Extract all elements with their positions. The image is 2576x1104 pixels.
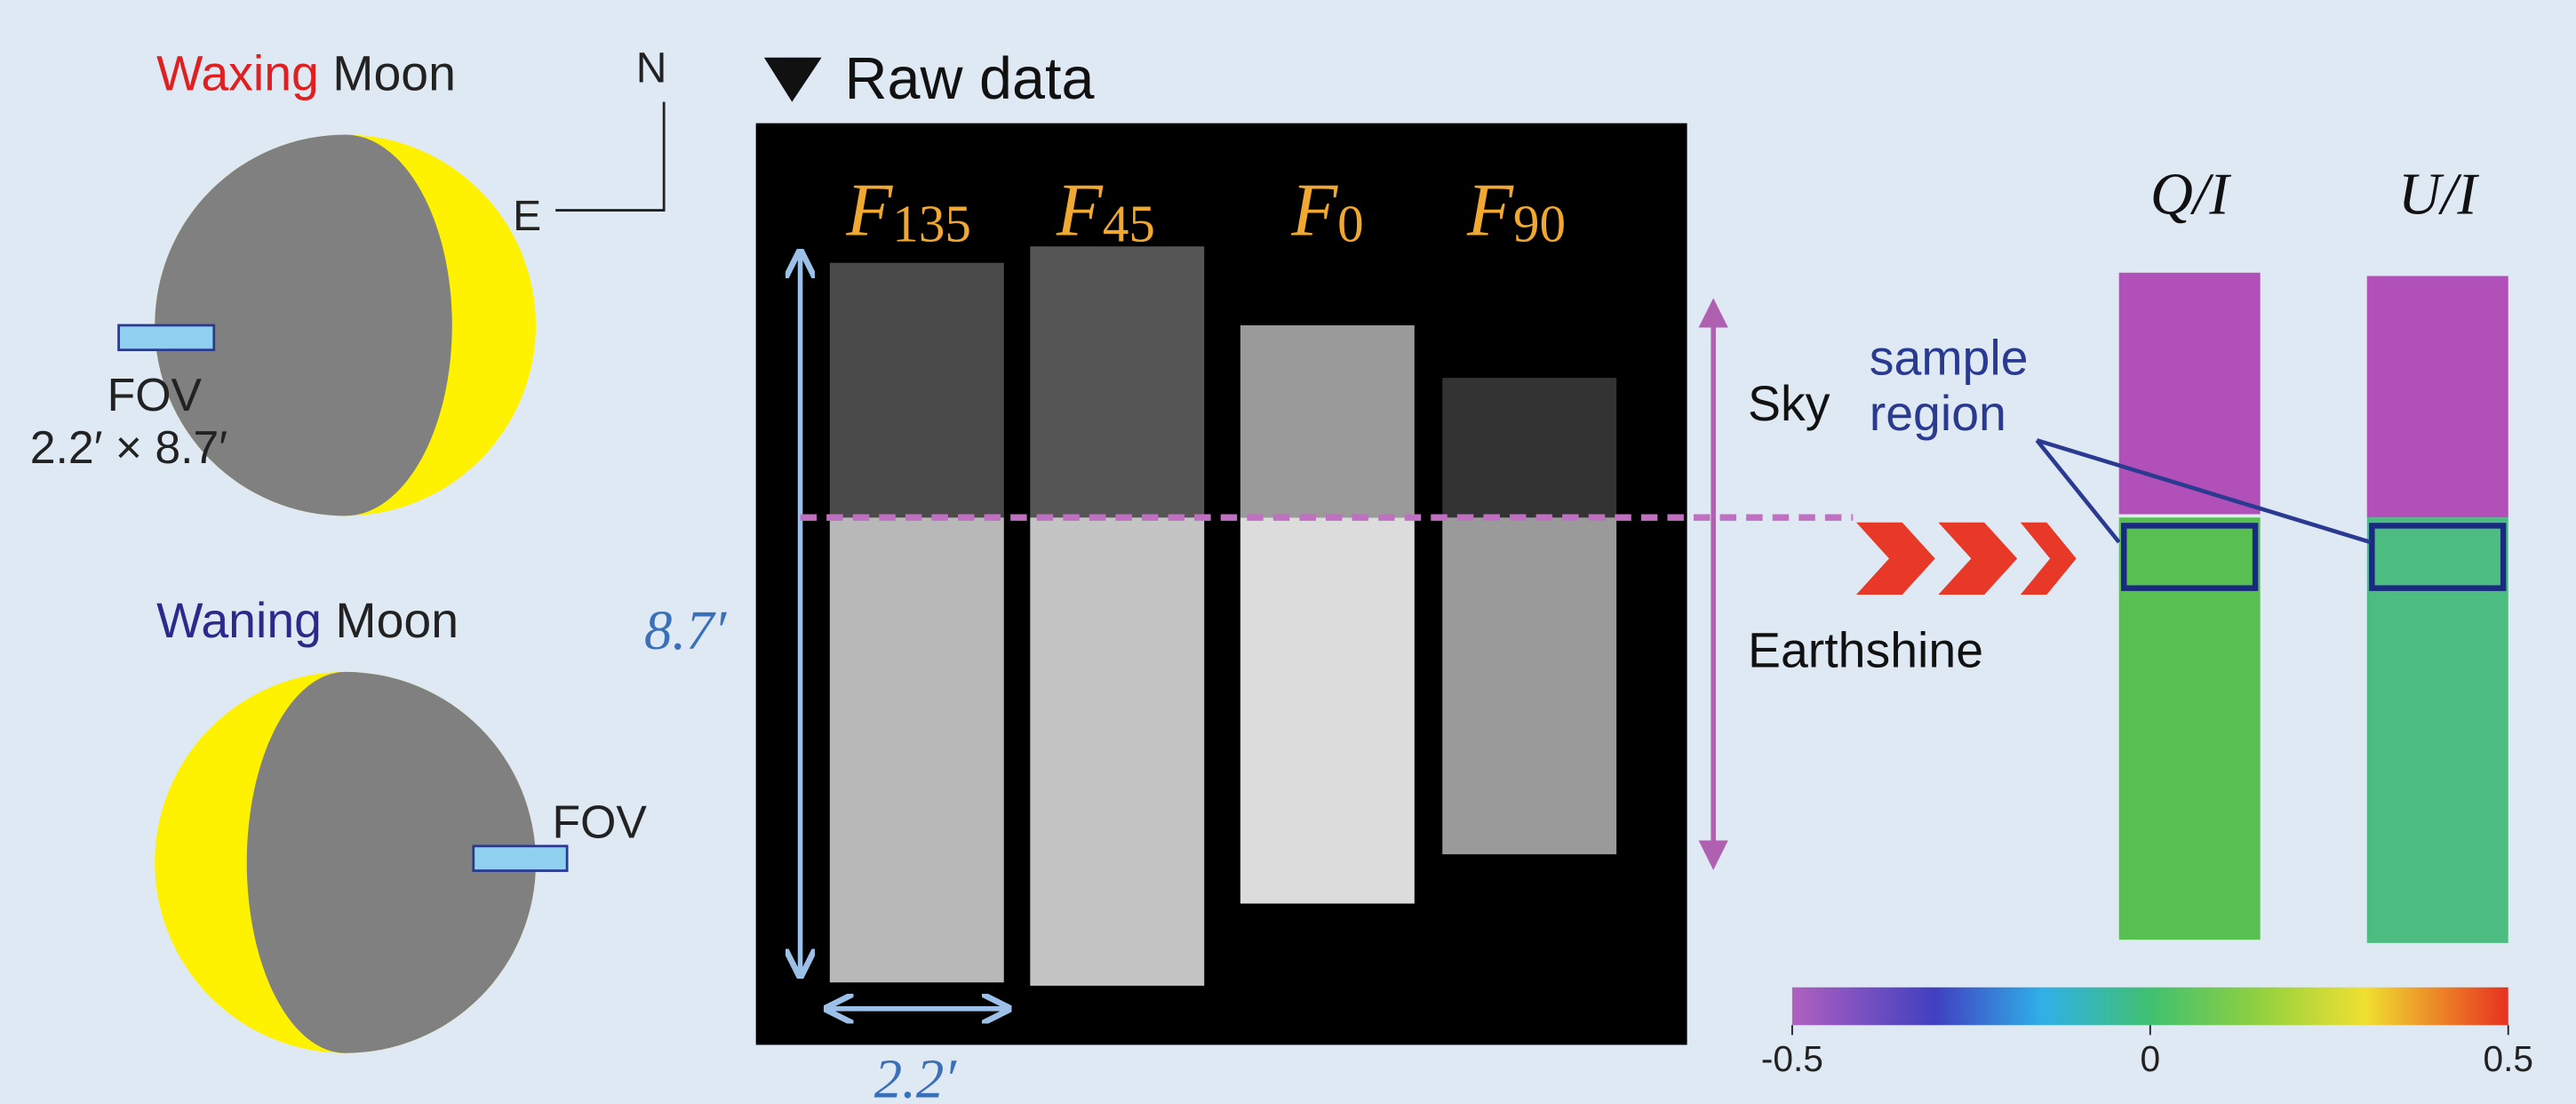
filter-subscript: 45	[1103, 195, 1155, 253]
filter-strip-sky	[1240, 325, 1415, 517]
fov-box	[119, 325, 214, 350]
filter-letter: F	[1466, 168, 1514, 252]
filter-subscript: 90	[1513, 195, 1566, 253]
sky-map	[2119, 273, 2261, 515]
compass-north: N	[636, 44, 667, 92]
colorbar	[1792, 988, 2508, 1026]
fov-label: FOV	[108, 369, 203, 420]
panel-title: Q/I	[2150, 162, 2232, 227]
colorbar-tick-label: 0	[2141, 1038, 2161, 1079]
filter-letter: F	[1290, 168, 1338, 252]
earthshine-map	[2119, 517, 2261, 940]
raw-title: Raw data	[844, 46, 1094, 112]
earthshine-map	[2367, 517, 2508, 943]
filter-strip-sky	[1442, 378, 1616, 517]
filter-strip-earthshine	[1240, 517, 1415, 903]
filter-strip-sky	[830, 263, 1004, 517]
filter-strip-sky	[1030, 246, 1204, 517]
fov-size: 2.2′ × 8.7′	[30, 421, 227, 473]
filter-strip-earthshine	[830, 517, 1004, 982]
filter-strip-earthshine	[1030, 517, 1204, 986]
compass-east: E	[513, 193, 541, 240]
moon-label: Waxing Moon	[156, 46, 456, 101]
sky-label: Sky	[1748, 376, 1830, 431]
colorbar-tick-label: -0.5	[1761, 1038, 1823, 1079]
fov-label: FOV	[553, 796, 648, 848]
filter-letter: F	[1056, 168, 1104, 252]
filter-subscript: 135	[892, 195, 971, 253]
figure: Waxing Moon FOV 2.2′ × 8.7′ N E Waning M…	[0, 0, 2576, 1104]
panel-title: U/I	[2398, 162, 2480, 227]
filter-letter: F	[845, 168, 893, 252]
earthshine-label: Earthshine	[1748, 622, 1983, 677]
filter-strip-earthshine	[1442, 517, 1616, 854]
sky-map	[2367, 276, 2508, 518]
colorbar-tick-label: 0.5	[2483, 1038, 2533, 1079]
filter-subscript: 0	[1337, 195, 1364, 253]
fov-box	[474, 846, 567, 871]
width-label: 2.2′	[874, 1048, 958, 1104]
height-label: 8.7′	[644, 599, 728, 661]
moon-label: Waning Moon	[156, 593, 459, 648]
